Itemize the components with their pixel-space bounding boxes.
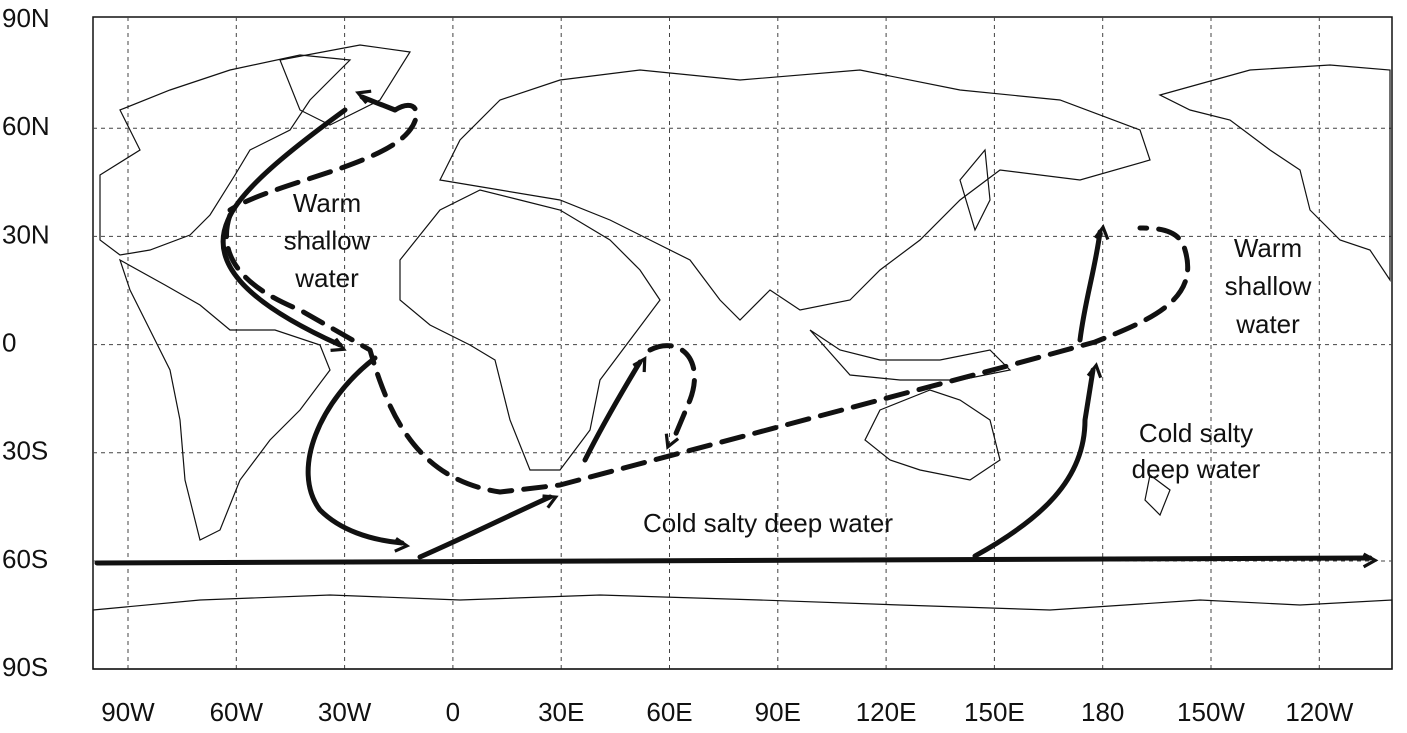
- y-tick-label: 60S: [2, 544, 48, 574]
- dashed-flow: [224, 212, 1191, 495]
- annotation: water: [1235, 309, 1300, 339]
- y-tick-label: 60N: [2, 111, 50, 141]
- y-tick-label: 30S: [2, 436, 48, 466]
- x-tick-label: 90W: [101, 697, 155, 727]
- y-tick-label: 90N: [2, 3, 50, 33]
- annotation: Cold salty deep water: [643, 508, 893, 538]
- annotation: shallow: [284, 225, 371, 255]
- x-tick-label: 60E: [646, 697, 692, 727]
- x-tick-label: 120E: [856, 697, 917, 727]
- x-tick-label: 30W: [318, 697, 372, 727]
- annotation: Warm: [1234, 233, 1302, 263]
- y-tick-label: 0: [2, 327, 16, 357]
- x-tick-label: 30E: [538, 697, 584, 727]
- solid-flow: [94, 552, 1379, 569]
- dashed-flow: [227, 102, 419, 213]
- solid-flow: [1077, 223, 1110, 343]
- x-tick-label: 90E: [755, 697, 801, 727]
- x-tick-label: 150W: [1177, 697, 1245, 727]
- x-tick-label: 180: [1081, 697, 1124, 727]
- solid-flow: [417, 494, 559, 560]
- x-tick-label: 0: [446, 697, 460, 727]
- map-frame: [92, 16, 1393, 670]
- y-tick-label: 90S: [2, 652, 48, 682]
- x-tick-label: 150E: [964, 697, 1025, 727]
- annotation: water: [294, 263, 359, 293]
- solid-flow: [355, 89, 398, 113]
- annotation: Cold salty: [1139, 418, 1253, 448]
- solid-flow: [972, 362, 1103, 559]
- solid-flow: [305, 355, 411, 553]
- x-tick-label: 120W: [1285, 697, 1353, 727]
- annotation: shallow: [1225, 271, 1312, 301]
- coastlines: [92, 44, 1393, 670]
- graticule: [93, 17, 1392, 669]
- y-tick-label: 30N: [2, 219, 50, 249]
- x-tick-label: 60W: [210, 697, 264, 727]
- labels: 90W 60W 30W 0 30E 60E 90E 120E 150E 180 150W 120W 90…: [2, 3, 1354, 727]
- dashed-flow: [647, 343, 697, 450]
- annotation: Warm: [293, 188, 361, 218]
- annotation: deep water: [1132, 454, 1261, 484]
- flows: [94, 89, 1379, 569]
- solid-flow: [582, 356, 647, 463]
